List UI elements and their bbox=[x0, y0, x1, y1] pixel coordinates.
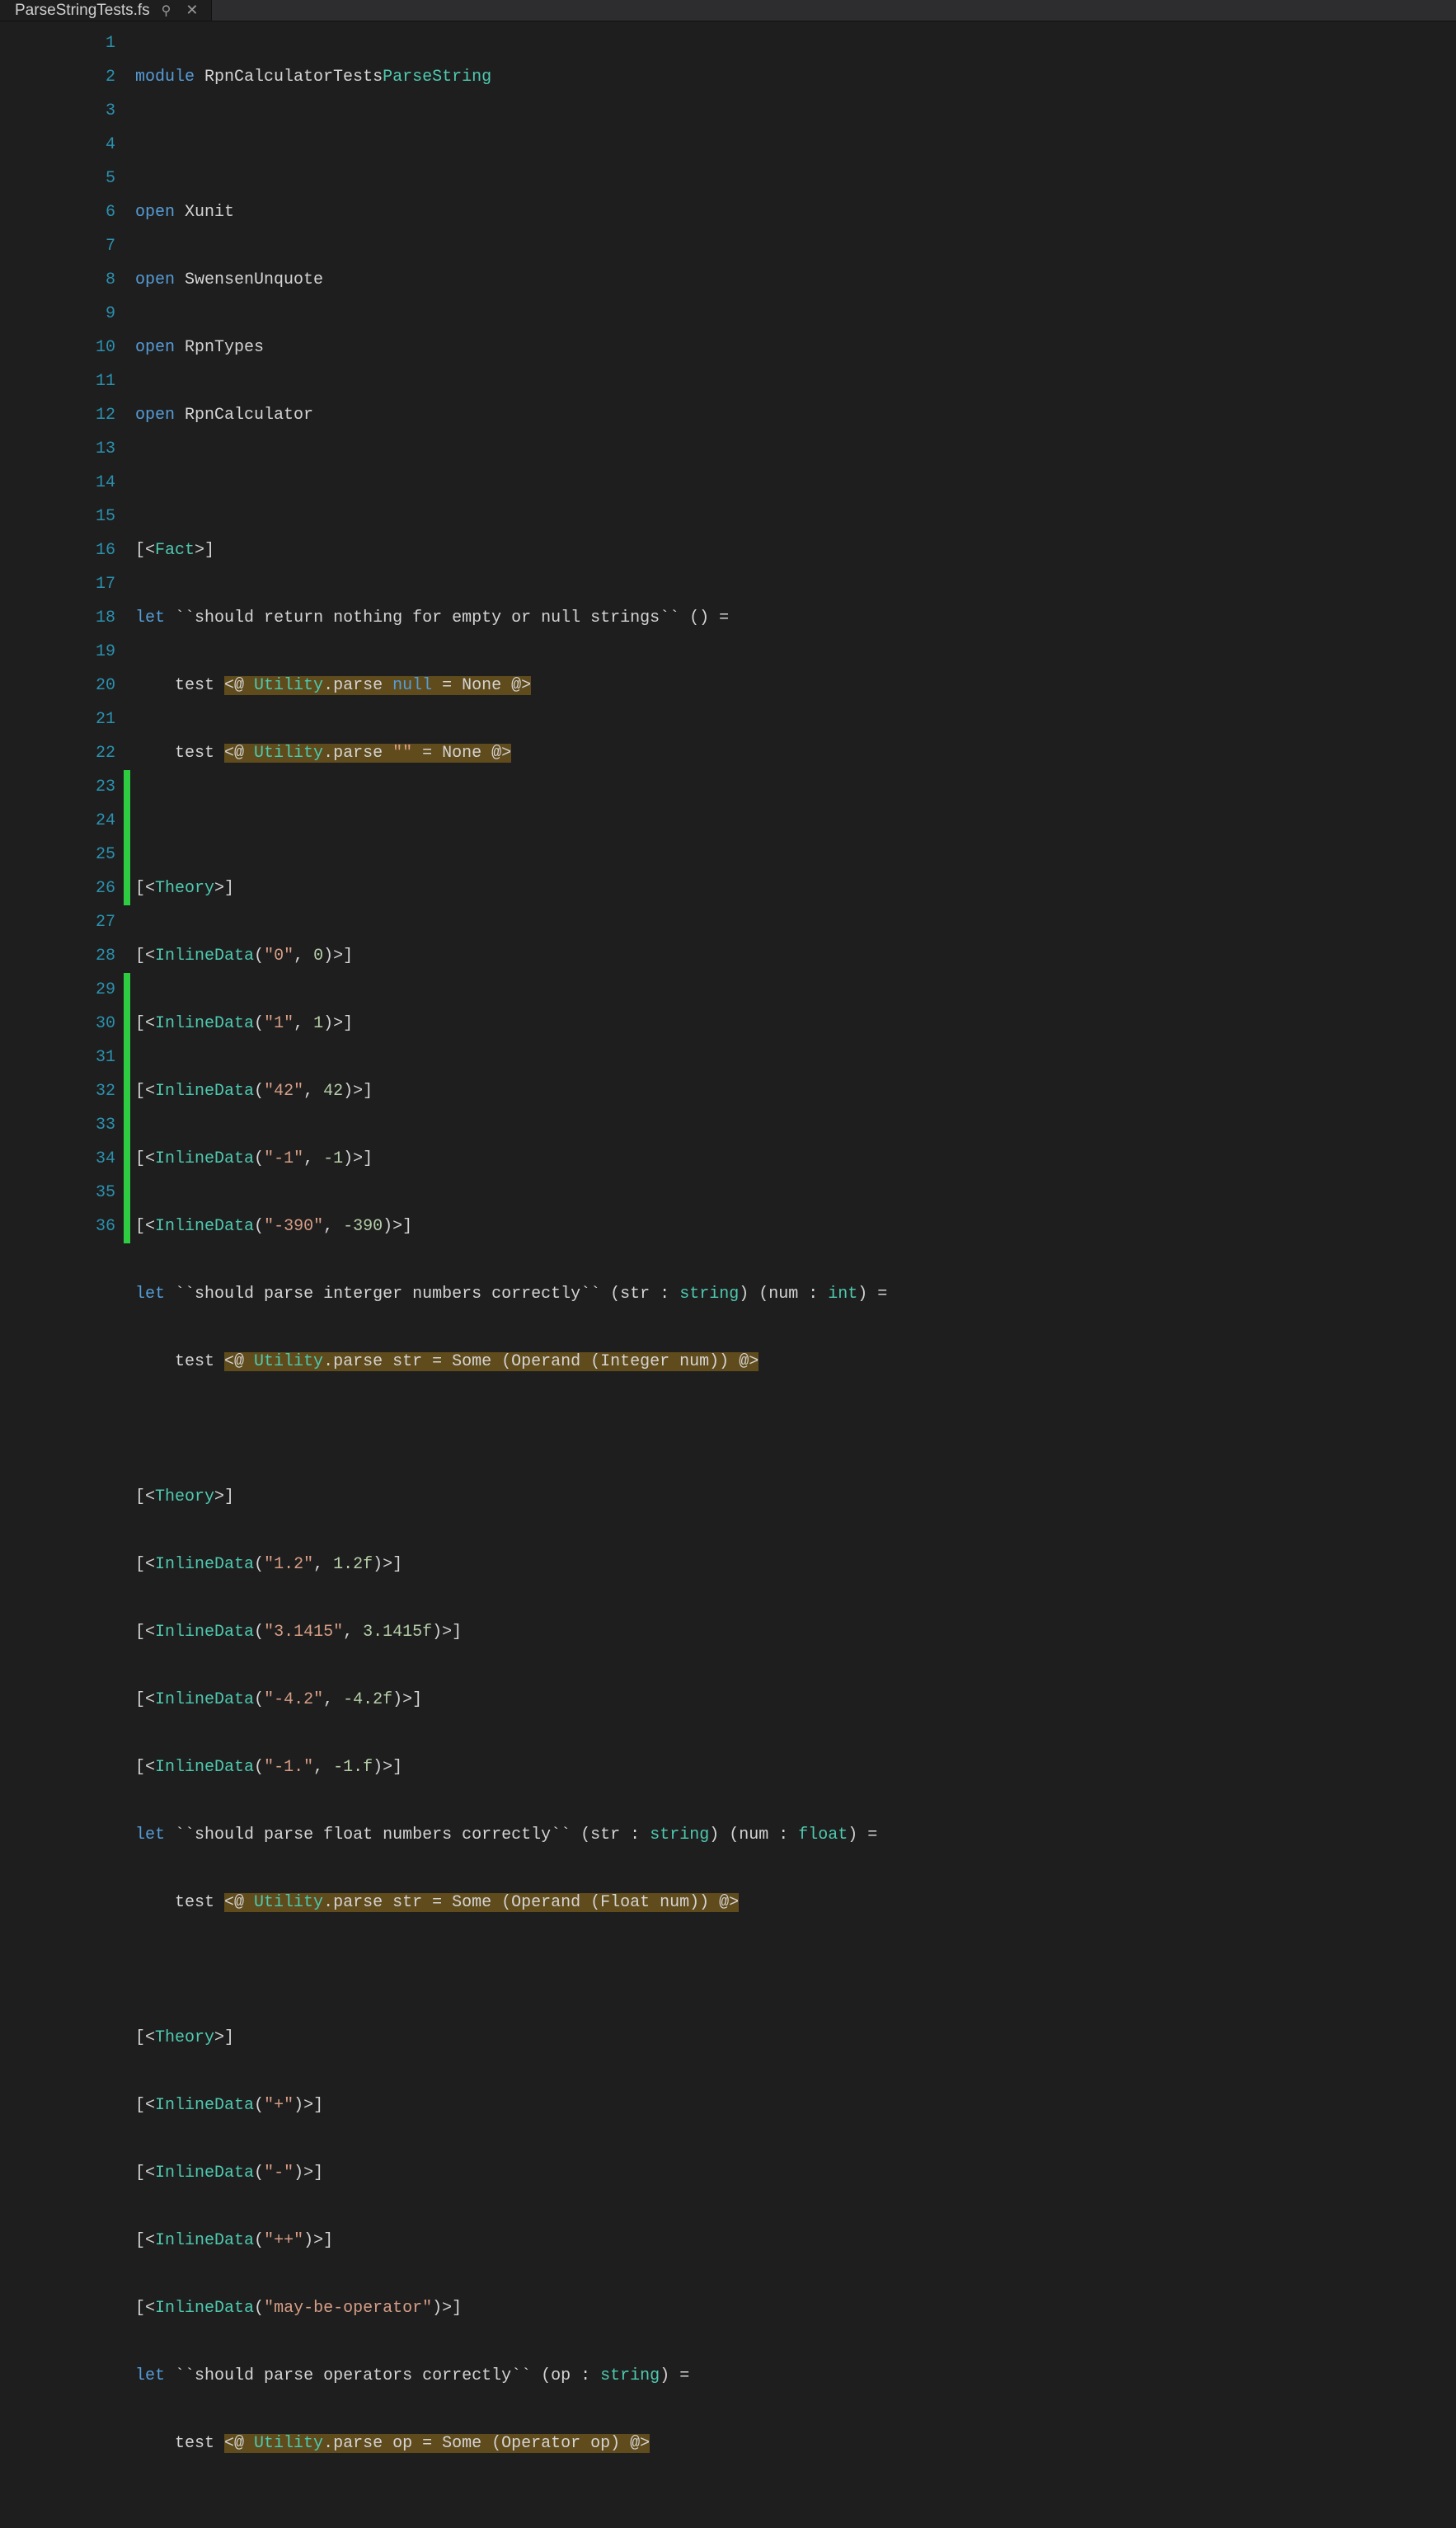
code-line: [<InlineData("1", 1)>] bbox=[135, 1007, 1456, 1041]
code-line bbox=[135, 466, 1456, 500]
line-number-gutter: 1 2 3 4 5 6 7 8 9 10 11 12 13 14 15 16 1… bbox=[0, 26, 124, 2528]
line-number: 4 bbox=[0, 128, 115, 162]
code-line: module RpnCalculatorTestsParseString bbox=[135, 60, 1456, 94]
line-number: 22 bbox=[0, 736, 115, 770]
line-number: 30 bbox=[0, 1007, 115, 1041]
line-number: 26 bbox=[0, 872, 115, 905]
change-marker-gutter bbox=[124, 26, 130, 2528]
code-line: let ``should parse operators correctly``… bbox=[135, 2359, 1456, 2393]
line-number: 9 bbox=[0, 297, 115, 331]
line-number: 7 bbox=[0, 229, 115, 263]
change-marker bbox=[124, 1142, 130, 1176]
code-line: open SwensenUnquote bbox=[135, 263, 1456, 297]
line-number: 35 bbox=[0, 1176, 115, 1210]
code-line: let ``should parse interger numbers corr… bbox=[135, 1277, 1456, 1311]
code-line: open RpnCalculator bbox=[135, 398, 1456, 432]
code-line bbox=[135, 804, 1456, 838]
line-number: 20 bbox=[0, 669, 115, 702]
code-line: [<InlineData("-")>] bbox=[135, 2156, 1456, 2190]
line-number: 16 bbox=[0, 533, 115, 567]
line-number: 28 bbox=[0, 939, 115, 973]
change-marker bbox=[124, 1108, 130, 1142]
code-line: test <@ Utility.parse null = None @> bbox=[135, 669, 1456, 702]
line-number: 25 bbox=[0, 838, 115, 872]
code-line bbox=[135, 1953, 1456, 1987]
code-line: [<InlineData("42", 42)>] bbox=[135, 1074, 1456, 1108]
line-number: 24 bbox=[0, 804, 115, 838]
code-content[interactable]: module RpnCalculatorTestsParseString ope… bbox=[130, 26, 1456, 2528]
code-line: [<InlineData("++")>] bbox=[135, 2224, 1456, 2258]
line-number: 6 bbox=[0, 195, 115, 229]
code-line: open RpnTypes bbox=[135, 331, 1456, 364]
line-number: 31 bbox=[0, 1041, 115, 1074]
close-icon[interactable]: ✕ bbox=[182, 0, 201, 21]
line-number: 36 bbox=[0, 1210, 115, 1243]
code-line bbox=[135, 128, 1456, 162]
code-line: [<InlineData("0", 0)>] bbox=[135, 939, 1456, 973]
line-number: 2 bbox=[0, 60, 115, 94]
code-line: [<InlineData("-4.2", -4.2f)>] bbox=[135, 1683, 1456, 1717]
change-marker bbox=[124, 1041, 130, 1074]
code-line: [<Fact>] bbox=[135, 533, 1456, 567]
line-number: 27 bbox=[0, 905, 115, 939]
change-marker bbox=[124, 770, 130, 804]
code-line: [<InlineData("-390", -390)>] bbox=[135, 1210, 1456, 1243]
code-line: [<InlineData("3.1415", 3.1415f)>] bbox=[135, 1615, 1456, 1649]
code-line: let ``should return nothing for empty or… bbox=[135, 601, 1456, 635]
code-line: open Xunit bbox=[135, 195, 1456, 229]
change-marker bbox=[124, 973, 130, 1007]
code-line: [<InlineData("-1.", -1.f)>] bbox=[135, 1750, 1456, 1784]
line-number: 17 bbox=[0, 567, 115, 601]
code-line: test <@ Utility.parse op = Some (Operato… bbox=[135, 2427, 1456, 2460]
line-number: 5 bbox=[0, 162, 115, 195]
line-number: 34 bbox=[0, 1142, 115, 1176]
line-number: 23 bbox=[0, 770, 115, 804]
line-number: 21 bbox=[0, 702, 115, 736]
code-line: test <@ Utility.parse str = Some (Operan… bbox=[135, 1886, 1456, 1919]
line-number: 19 bbox=[0, 635, 115, 669]
tab-filename: ParseStringTests.fs bbox=[15, 2, 150, 20]
change-marker bbox=[124, 1007, 130, 1041]
code-line: [<InlineData("-1", -1)>] bbox=[135, 1142, 1456, 1176]
line-number: 11 bbox=[0, 364, 115, 398]
code-line: [<InlineData("1.2", 1.2f)>] bbox=[135, 1548, 1456, 1581]
code-line: [<InlineData("may-be-operator")>] bbox=[135, 2291, 1456, 2325]
code-line: test <@ Utility.parse "" = None @> bbox=[135, 736, 1456, 770]
change-marker bbox=[124, 1176, 130, 1210]
change-marker bbox=[124, 838, 130, 872]
tab-bar: ParseStringTests.fs ⚲ ✕ bbox=[0, 0, 1456, 21]
code-line: [<Theory>] bbox=[135, 2021, 1456, 2055]
line-number: 29 bbox=[0, 973, 115, 1007]
line-number: 18 bbox=[0, 601, 115, 635]
code-line: [<Theory>] bbox=[135, 872, 1456, 905]
change-marker bbox=[124, 872, 130, 905]
line-number: 10 bbox=[0, 331, 115, 364]
change-marker bbox=[124, 1210, 130, 1243]
code-line bbox=[135, 1412, 1456, 1446]
line-number: 12 bbox=[0, 398, 115, 432]
code-line: let ``should parse float numbers correct… bbox=[135, 1818, 1456, 1852]
change-marker bbox=[124, 1074, 130, 1108]
pin-icon[interactable]: ⚲ bbox=[158, 1, 175, 21]
line-number: 8 bbox=[0, 263, 115, 297]
line-number: 33 bbox=[0, 1108, 115, 1142]
code-line: [<Theory>] bbox=[135, 1480, 1456, 1514]
change-marker bbox=[124, 804, 130, 838]
line-number: 15 bbox=[0, 500, 115, 533]
file-tab[interactable]: ParseStringTests.fs ⚲ ✕ bbox=[0, 0, 212, 21]
line-number: 1 bbox=[0, 26, 115, 60]
code-line: test <@ Utility.parse str = Some (Operan… bbox=[135, 1345, 1456, 1379]
code-area[interactable]: 1 2 3 4 5 6 7 8 9 10 11 12 13 14 15 16 1… bbox=[0, 21, 1456, 2528]
line-number: 14 bbox=[0, 466, 115, 500]
line-number: 3 bbox=[0, 94, 115, 128]
editor-window: ParseStringTests.fs ⚲ ✕ 1 2 3 4 5 6 7 8 … bbox=[0, 0, 1456, 1326]
line-number: 32 bbox=[0, 1074, 115, 1108]
line-number: 13 bbox=[0, 432, 115, 466]
code-line: [<InlineData("+")>] bbox=[135, 2089, 1456, 2122]
